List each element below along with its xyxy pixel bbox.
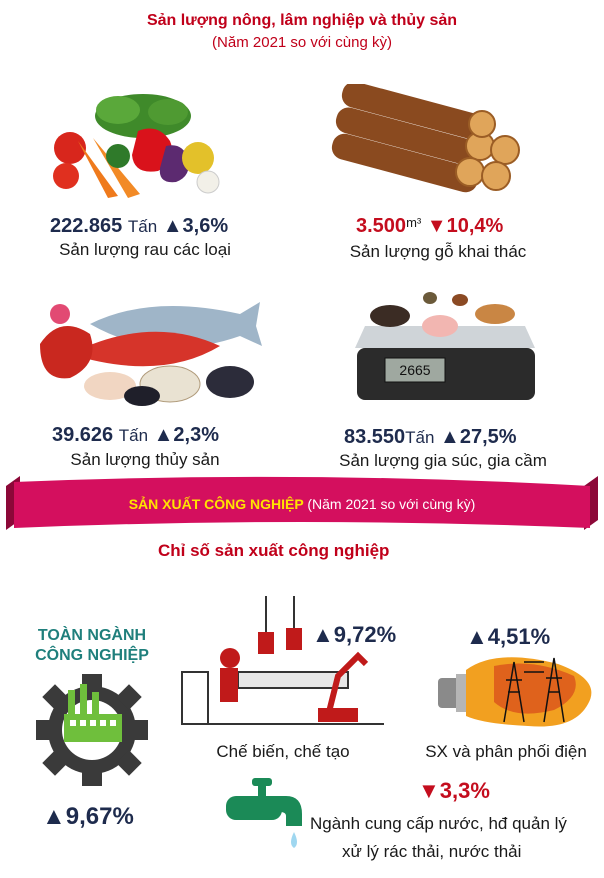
up-triangle-icon: ▲	[42, 803, 66, 830]
timber-stat: 3.500m³ ▼10,4%	[356, 215, 504, 237]
livestock-stat: 83.550Tấn ▲27,5%	[344, 426, 517, 448]
electricity-stat: ▲4,51%	[466, 624, 551, 649]
livestock-label: Sản lượng gia súc, gia cầm	[339, 451, 547, 470]
up-triangle-icon: ▲	[440, 426, 460, 448]
scale-display: 2665	[399, 362, 430, 378]
timber-label: Sản lượng gỗ khai thác	[349, 242, 527, 261]
section-ribbon	[6, 476, 598, 530]
industry-heading: Chỉ số sản xuất công nghiệp	[158, 541, 390, 560]
vegetables-icon	[53, 94, 220, 198]
seafood-icon	[40, 302, 262, 406]
up-triangle-icon: ▲	[312, 622, 334, 647]
vegetable-stat: 222.865 Tấn ▲3,6%	[50, 215, 229, 237]
factory-robot-arm-icon	[181, 596, 384, 725]
livestock-scale-icon: 2665	[355, 292, 535, 400]
seafood-label: Sản lượng thủy sản	[70, 450, 220, 469]
up-triangle-icon: ▲	[162, 215, 183, 237]
section-subtitle: (Năm 2021 so với cùng kỳ)	[212, 34, 392, 51]
up-triangle-icon: ▲	[466, 624, 488, 649]
manufacturing-label: Chế biến, chế tạo	[216, 742, 350, 761]
total-industry-stat: ▲9,67%	[42, 803, 134, 830]
electricity-label: SX và phân phối điện	[425, 742, 587, 761]
lightbulb-power-tower-icon	[438, 657, 592, 727]
timber-logs-icon	[331, 84, 520, 193]
water-label-line2: xử lý rác thải, nước thải	[342, 842, 522, 861]
down-triangle-icon: ▼	[426, 215, 447, 237]
up-triangle-icon: ▲	[153, 424, 174, 446]
water-stat: ▼3,3%	[418, 778, 490, 803]
manufacturing-stat: ▲9,72%	[312, 622, 397, 647]
ribbon-title: SẢN XUẤT CÔNG NGHIỆP (Năm 2021 so với cù…	[128, 496, 476, 512]
vegetable-label: Sản lượng rau các loại	[59, 240, 231, 259]
seafood-stat: 39.626 Tấn ▲2,3%	[52, 424, 219, 446]
water-tap-icon	[226, 778, 302, 848]
down-triangle-icon: ▼	[418, 778, 440, 803]
total-industry-label: TOÀN NGÀNH CÔNG NGHIỆP	[35, 627, 149, 664]
gear-factory-icon	[36, 674, 148, 786]
water-label-line1: Ngành cung cấp nước, hđ quản lý	[310, 814, 567, 833]
section-title: Sản lượng nông, lâm nghiệp và thủy sản	[146, 12, 458, 29]
